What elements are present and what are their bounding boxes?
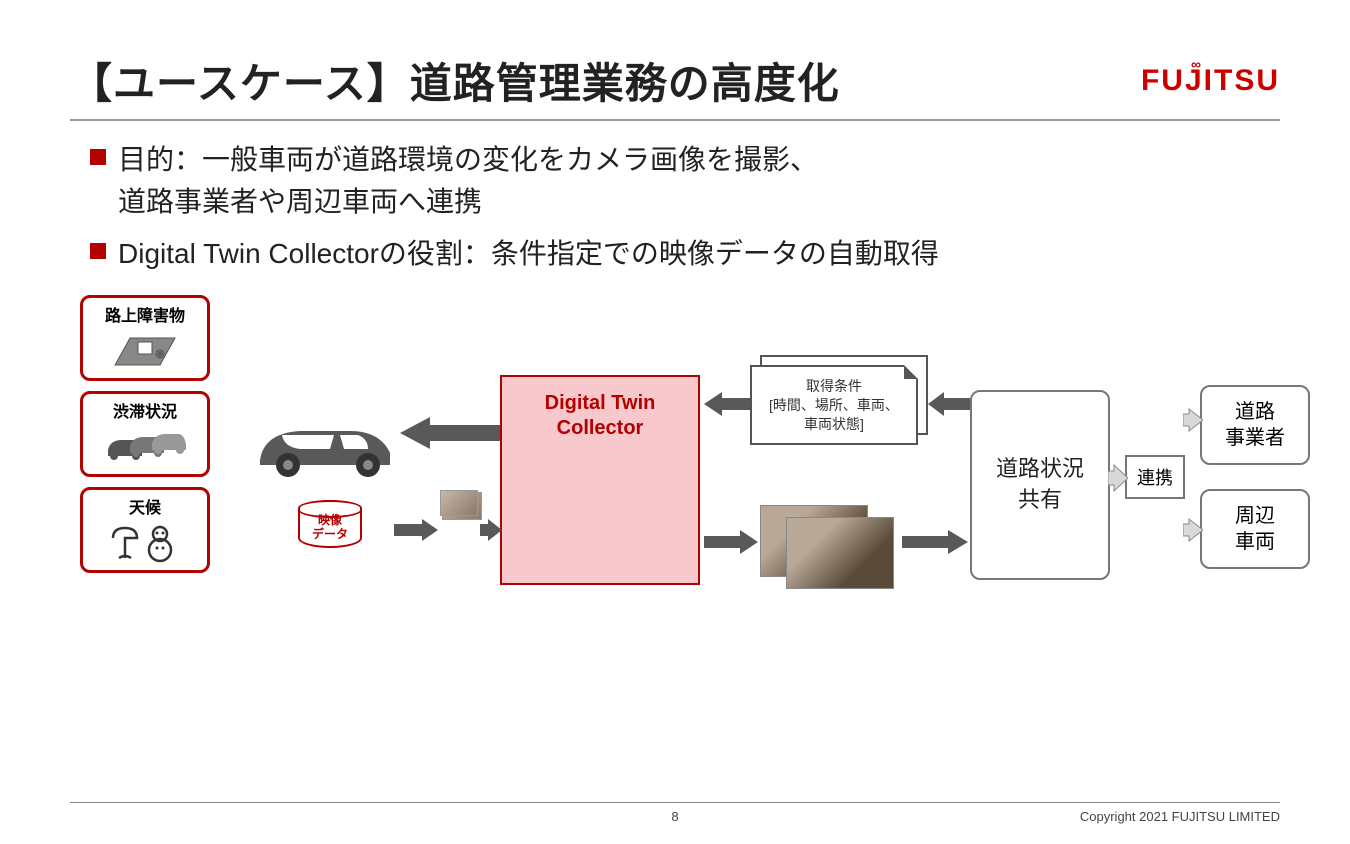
obstacle-label: 路上障害物 (87, 302, 203, 326)
nearby-vehicle-box: 周辺 車両 (1200, 489, 1310, 569)
traffic-label: 渋滞状況 (87, 398, 203, 422)
road-operator-box: 道路 事業者 (1200, 385, 1310, 465)
road-status-share-box: 道路状況 共有 (970, 390, 1110, 580)
bullet-item: Digital Twin Collectorの役割：条件指定での映像データの自動… (90, 233, 1280, 275)
traffic-box: 渋滞状況 (80, 391, 210, 477)
arrow-thumbs-to-share-icon (902, 527, 968, 557)
bullet-item: 目的：一般車両が道路環境の変化をカメラ画像を撮影、 道路事業者や周辺車両へ連携 (90, 139, 1280, 223)
page-number: 8 (671, 809, 678, 824)
road-operator-label: 道路 事業者 (1225, 401, 1285, 449)
slide: 【ユースケース】道路管理業務の高度化 FUJITSU ∞ 目的：一般車両が道路環… (0, 0, 1350, 844)
obstacle-icon (87, 328, 203, 372)
db-label: 映像 データ (290, 514, 370, 542)
link-box: 連携 (1125, 455, 1185, 499)
doc-text: 取得条件 [時間、場所、車両、 車両状態] (752, 367, 916, 434)
copyright-text: Copyright 2021 FUJITSU LIMITED (1080, 809, 1280, 824)
arrow-dtc-to-thumbs-icon (704, 527, 758, 557)
bullet-list: 目的：一般車両が道路環境の変化をカメラ画像を撮影、 道路事業者や周辺車両へ連携 … (90, 139, 1280, 275)
weather-box: 天候 (80, 487, 210, 573)
slide-title: 【ユースケース】道路管理業務の高度化 (70, 50, 840, 111)
arrow-share-to-doc-icon (928, 389, 970, 419)
thumbnail-large-icon (760, 505, 900, 589)
video-data-db: 映像 データ (290, 500, 370, 560)
logo-text: FUJITSU (1141, 64, 1280, 97)
footer: 8 Copyright 2021 FUJITSU LIMITED (70, 802, 1280, 824)
dtc-label: Digital Twin Collector (502, 391, 698, 441)
bullet-square-icon (90, 243, 106, 259)
share-label: 道路状況 共有 (996, 454, 1084, 516)
arrow-thumb-to-dtc-icon (394, 517, 438, 543)
recipient-boxes: 道路 事業者 周辺 車両 (1200, 385, 1310, 569)
arrow-share-to-link-icon (1108, 461, 1128, 495)
fujitsu-logo: FUJITSU ∞ (1141, 64, 1280, 98)
arrow-doc-to-dtc-icon (704, 389, 750, 419)
bullet-square-icon (90, 149, 106, 165)
infinity-icon: ∞ (1191, 56, 1203, 72)
arrow-link-to-vehicle-icon (1183, 515, 1203, 545)
obstacle-box: 路上障害物 (80, 295, 210, 381)
nearby-vehicle-label: 周辺 車両 (1235, 505, 1275, 553)
condition-boxes: 路上障害物 渋滞状況 (80, 295, 210, 573)
weather-icon (87, 520, 203, 564)
weather-label: 天候 (87, 494, 203, 518)
arrow-thumb2-to-dtc-icon (480, 517, 502, 543)
title-row: 【ユースケース】道路管理業務の高度化 FUJITSU ∞ (70, 50, 1280, 121)
arrow-dtc-to-car-icon (400, 413, 500, 453)
arrow-link-to-operator-icon (1183, 405, 1203, 435)
link-label: 連携 (1137, 464, 1173, 490)
traffic-icon (87, 424, 203, 468)
diagram-area: 路上障害物 渋滞状況 (70, 295, 1280, 675)
thumbnail-small-icon (440, 490, 478, 516)
bullet-text: Digital Twin Collectorの役割：条件指定での映像データの自動… (118, 233, 939, 275)
condition-document: 取得条件 [時間、場所、車両、 車両状態] (750, 355, 930, 445)
digital-twin-collector-box: Digital Twin Collector (500, 375, 700, 585)
bullet-text: 目的：一般車両が道路環境の変化をカメラ画像を撮影、 道路事業者や周辺車両へ連携 (118, 139, 818, 223)
